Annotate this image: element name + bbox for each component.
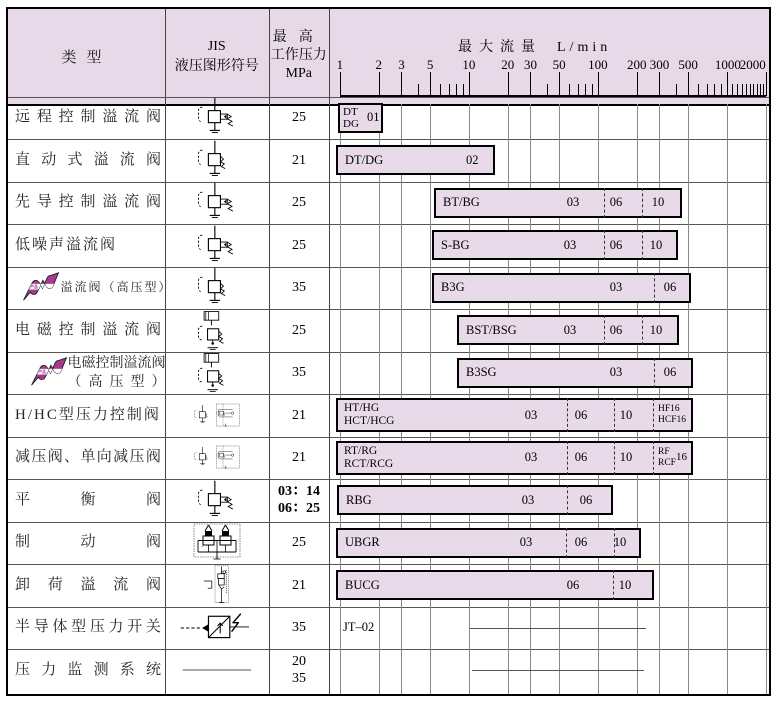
svg-text:新产品: 新产品	[27, 284, 39, 289]
svg-text:新产品: 新产品	[34, 369, 46, 374]
